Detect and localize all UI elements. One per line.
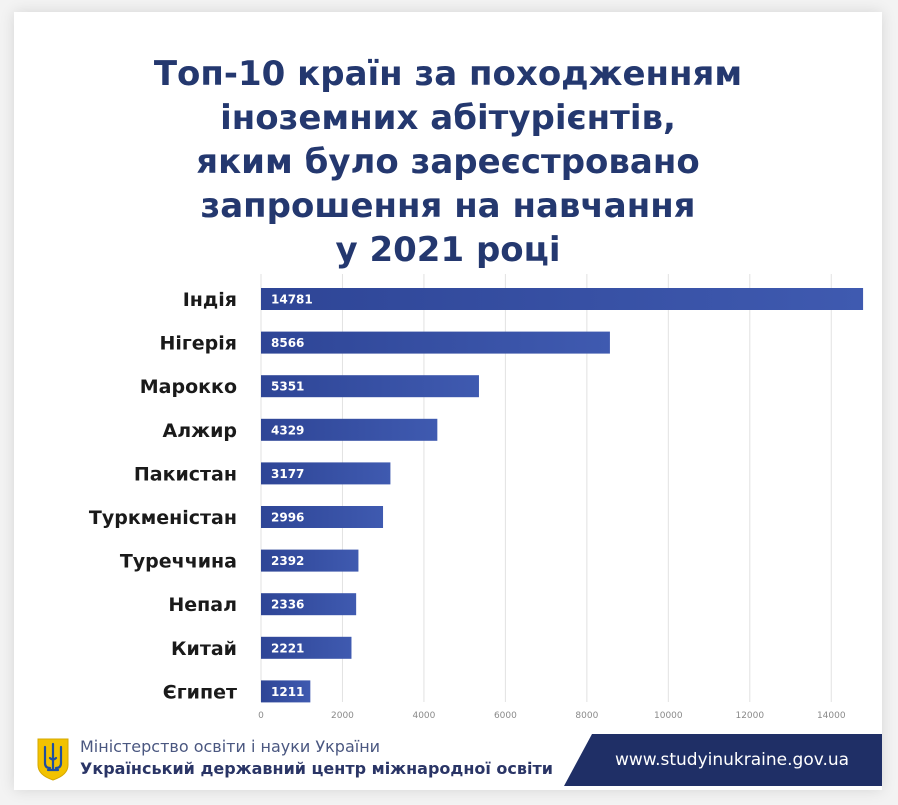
bar	[261, 462, 391, 485]
organization-name: Міністерство освіти і науки України Укра…	[80, 736, 553, 780]
bar-value-label: 2336	[271, 598, 304, 612]
x-tick-label: 14000	[817, 711, 846, 721]
bar	[261, 331, 610, 354]
bar	[261, 375, 479, 398]
bar	[261, 680, 311, 703]
category-label: Туреччина	[120, 551, 237, 573]
footer: Міністерство освіти і науки України Укра…	[14, 724, 882, 790]
x-tick-label: 6000	[494, 711, 517, 721]
tryzub-icon	[37, 738, 69, 781]
title-line: яким було зареєстровано	[196, 142, 700, 182]
title-line: у 2021 році	[335, 230, 561, 270]
category-label: Туркменістан	[89, 507, 237, 529]
category-label: Індія	[183, 289, 237, 311]
bars: 14781 8566 5351 4329 3177 2996 2392 2336 2221 121…	[261, 288, 864, 703]
chart-title: Топ-10 країн за походженням іноземних аб…	[14, 52, 882, 272]
bar-chart: 14781 8566 5351 4329 3177 2996 2392 2336 2221 121…	[89, 274, 864, 721]
bar-value-label: 2392	[271, 554, 304, 568]
bar-value-label: 3177	[271, 467, 304, 481]
website-url[interactable]: www.studyinukraine.gov.ua	[614, 750, 850, 770]
bar-value-label: 4329	[271, 423, 304, 437]
bar-value-label: 8566	[271, 336, 304, 350]
x-tick-label: 10000	[654, 711, 683, 721]
category-label: Пакистан	[134, 463, 237, 485]
category-label: Марокко	[140, 376, 237, 398]
x-axis-ticks: 0 2000 4000 6000 8000 10000 12000 14000	[258, 711, 846, 721]
infographic-card: Топ-10 країн за походженням іноземних аб…	[14, 12, 882, 790]
bar	[261, 549, 359, 572]
x-tick-label: 2000	[331, 711, 354, 721]
title-line: Топ-10 країн за походженням	[153, 54, 743, 94]
bar-value-label: 2221	[271, 641, 304, 655]
category-labels: Індія Нігерія Марокко Алжир Пакистан Туркмені…	[89, 289, 237, 703]
x-tick-label: 0	[258, 711, 264, 721]
x-tick-label: 12000	[735, 711, 764, 721]
bar-value-label: 5351	[271, 380, 304, 394]
bar-value-label: 2996	[271, 511, 304, 525]
org-line-1: Міністерство освіти і науки України	[80, 737, 381, 756]
title-line: іноземних абітурієнтів,	[220, 98, 676, 138]
category-label: Нігерія	[159, 333, 237, 355]
category-label: Непал	[168, 594, 237, 616]
category-label: Китай	[171, 638, 237, 660]
x-tick-label: 8000	[575, 711, 598, 721]
category-label: Єгипет	[163, 681, 237, 703]
bar-value-label: 14781	[271, 293, 313, 307]
bar	[261, 636, 352, 659]
bar	[261, 506, 384, 528]
org-line-2: Український державний центр міжнародної …	[80, 759, 553, 778]
bar	[261, 288, 864, 310]
category-label: Алжир	[163, 420, 237, 442]
title-line: запрошення на навчання	[200, 186, 696, 226]
bar	[261, 593, 357, 616]
bar-value-label: 1211	[271, 685, 304, 699]
url-banner: www.studyinukraine.gov.ua	[564, 734, 882, 786]
bar	[261, 418, 438, 441]
x-tick-label: 4000	[412, 711, 435, 721]
